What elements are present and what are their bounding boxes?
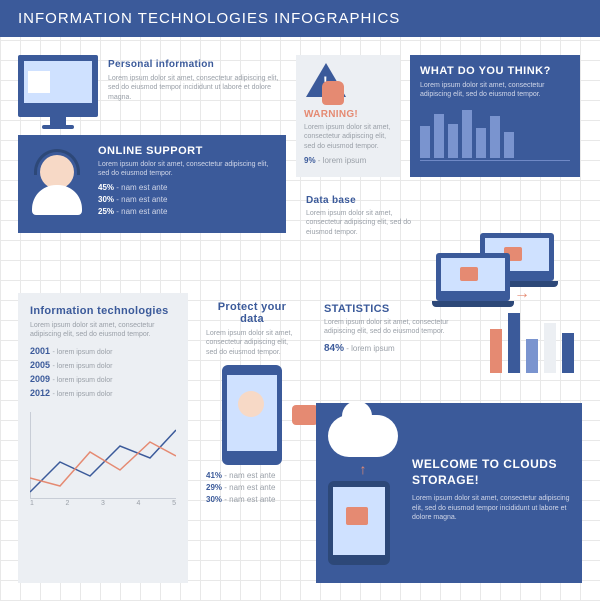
panel-database: Data base Lorem ipsum dolor sit amet, co… <box>296 187 580 285</box>
stats-body: Lorem ipsum dolor sit amet, consectetur … <box>324 318 480 337</box>
protect-title: Protect your data <box>206 301 298 325</box>
bar <box>448 124 458 158</box>
bar <box>490 329 502 373</box>
x-tick: 2 <box>66 500 70 507</box>
pct: 29% <box>206 483 222 492</box>
bar <box>562 333 574 373</box>
x-tick: 5 <box>172 500 176 507</box>
support-body: Lorem ipsum dolor sit amet, consectetur … <box>98 160 276 179</box>
bar <box>462 110 472 158</box>
bar <box>526 339 538 373</box>
pct-suffix: - nam est ante <box>224 495 275 504</box>
infotech-body: Lorem ipsum dolor sit amet, consectetur … <box>30 321 176 340</box>
support-title: ONLINE SUPPORT <box>98 145 276 157</box>
personal-title: Personal information <box>108 59 286 70</box>
stats-bar-chart <box>490 303 574 373</box>
bar <box>476 128 486 158</box>
panel-cloud: ↑ WELCOME TO CLOUDS STORAGE! Lorem ipsum… <box>316 403 582 583</box>
panel-infotech: Information technologies Lorem ipsum dol… <box>18 293 188 583</box>
support-stats: 45% - nam est ante30% - nam est ante25% … <box>98 183 276 216</box>
infographic-grid: Personal information Lorem ipsum dolor s… <box>0 37 600 601</box>
page-header: INFORMATION TECHNOLOGIES INFOGRAPHICS <box>0 0 600 37</box>
headset-icon <box>28 145 86 217</box>
panel-warning: ! WARNING! Lorem ipsum dolor sit amet, c… <box>296 55 400 177</box>
panel-stats: STATISTICS Lorem ipsum dolor sit amet, c… <box>316 293 582 393</box>
pct: 25% <box>98 207 114 216</box>
x-tick: 4 <box>137 500 141 507</box>
pct: 30% <box>98 195 114 204</box>
pct-suffix: - nam est ante <box>224 483 275 492</box>
protect-body: Lorem ipsum dolor sit amet, consectetur … <box>206 329 298 357</box>
think-title: WHAT DO YOU THINK? <box>420 65 570 77</box>
x-tick: 3 <box>101 500 105 507</box>
year-row: 2009 - lorem ipsum dolor <box>30 374 176 384</box>
stats-title: STATISTICS <box>324 303 480 315</box>
cloud-title: WELCOME TO CLOUDS STORAGE! <box>412 457 570 488</box>
page-title: INFORMATION TECHNOLOGIES INFOGRAPHICS <box>18 10 400 27</box>
pct: 30% <box>206 495 222 504</box>
tablet-icon <box>328 481 390 565</box>
pct-suffix: - nam est ante <box>116 207 167 216</box>
stats-pct-suffix: - lorem ipsum <box>346 344 394 353</box>
bar <box>544 323 556 373</box>
bar <box>420 126 430 158</box>
pct-suffix: - nam est ante <box>116 195 167 204</box>
think-bar-chart <box>420 108 570 158</box>
stats-pct: 84% <box>324 343 344 354</box>
pct: 45% <box>98 183 114 192</box>
warning-pct-suffix: - lorem ipsum <box>318 156 366 165</box>
warning-pct: 9% <box>304 156 316 165</box>
phone-icon <box>222 365 282 465</box>
panel-think: WHAT DO YOU THINK? Lorem ipsum dolor sit… <box>410 55 580 177</box>
x-tick: 1 <box>30 500 34 507</box>
bar <box>504 132 514 158</box>
year-row: 2005 - lorem ipsum dolor <box>30 360 176 370</box>
warning-title: WARNING! <box>304 109 392 120</box>
infotech-line-chart: 1 2 3 4 5 <box>30 412 176 508</box>
pct: 41% <box>206 471 222 480</box>
bar <box>490 116 500 158</box>
bar <box>434 114 444 158</box>
year-row: 2001 - lorem ipsum dolor <box>30 346 176 356</box>
personal-body: Lorem ipsum dolor sit amet, consectetur … <box>108 74 286 102</box>
chat-bubble-icon <box>292 405 318 425</box>
database-body: Lorem ipsum dolor sit amet, consectetur … <box>306 209 426 237</box>
pct-suffix: - nam est ante <box>116 183 167 192</box>
think-body: Lorem ipsum dolor sit amet, consectetur … <box>420 81 570 100</box>
monitor-icon <box>18 55 98 117</box>
warning-icon: ! <box>304 63 352 105</box>
cloud-body: Lorem ipsum dolor sit amet, consectetur … <box>412 494 570 522</box>
infotech-years: 2001 - lorem ipsum dolor 2005 - lorem ips… <box>30 346 176 398</box>
pct-suffix: - nam est ante <box>224 471 275 480</box>
cloud-icon <box>328 415 398 457</box>
year-row: 2012 - lorem ipsum dolor <box>30 388 176 398</box>
panel-protect: Protect your data Lorem ipsum dolor sit … <box>198 293 306 583</box>
warning-body: Lorem ipsum dolor sit amet, consectetur … <box>304 123 392 151</box>
infotech-title: Information technologies <box>30 305 176 317</box>
panel-support: ONLINE SUPPORT Lorem ipsum dolor sit ame… <box>18 135 286 233</box>
bar <box>508 313 520 373</box>
database-title: Data base <box>306 195 570 206</box>
protect-stats: 41% - nam est ante29% - nam est ante30% … <box>206 471 298 504</box>
panel-personal: Personal information Lorem ipsum dolor s… <box>18 55 286 125</box>
